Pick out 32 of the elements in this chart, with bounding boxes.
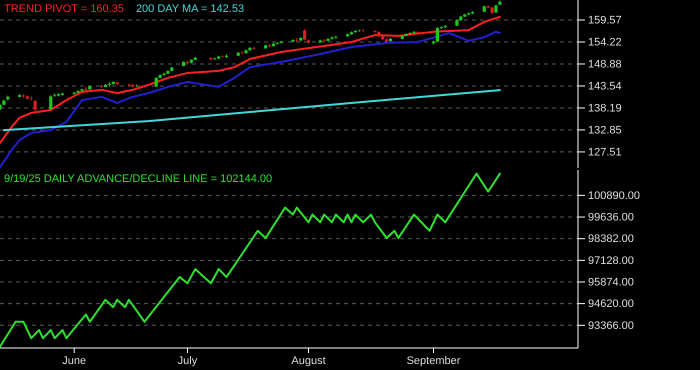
y-tick-label: 148.88 — [588, 58, 622, 70]
candlestick — [154, 76, 158, 88]
y-tick-label: 98382.00 — [588, 233, 634, 246]
text: 9/19/25 DAILY ADVANCE/DECLINE LINE = 102144.00 — [4, 173, 272, 185]
y-tick-label: 94620.00 — [588, 298, 634, 310]
y-tick-label: 95874.00 — [588, 276, 634, 288]
line-series — [0, 16, 501, 144]
text: 200 DAY MA = 142.53 — [136, 3, 244, 15]
line-series — [2, 89, 501, 132]
candlestick — [49, 94, 52, 110]
y-tick-label: 132.85 — [588, 124, 622, 136]
y-tick-label: 100890.00 — [588, 190, 640, 202]
line-series — [0, 30, 501, 168]
line-series — [0, 172, 501, 348]
candlestick — [303, 28, 306, 41]
candlestick — [358, 29, 361, 32]
y-tick-label: 154.22 — [588, 36, 622, 49]
x-tick-label: August — [291, 354, 326, 367]
candlestick — [295, 37, 298, 42]
x-tick-label: July — [178, 354, 198, 367]
y-tick-label: 143.54 — [588, 80, 622, 92]
text: TREND PIVOT = 160.35 — [4, 3, 124, 15]
y-tick-label: 99636.00 — [588, 212, 634, 224]
y-tick-label: 93366.00 — [588, 320, 634, 332]
y-tick-label: 97128.00 — [588, 254, 634, 267]
x-tick-label: September — [406, 354, 461, 367]
candlestick — [436, 26, 440, 43]
candlestick — [34, 100, 37, 112]
x-tick-label: June — [62, 354, 86, 367]
y-tick-label: 127.51 — [588, 146, 622, 158]
y-tick-label: 138.19 — [588, 102, 622, 114]
y-tick-label: 159.57 — [588, 14, 622, 27]
